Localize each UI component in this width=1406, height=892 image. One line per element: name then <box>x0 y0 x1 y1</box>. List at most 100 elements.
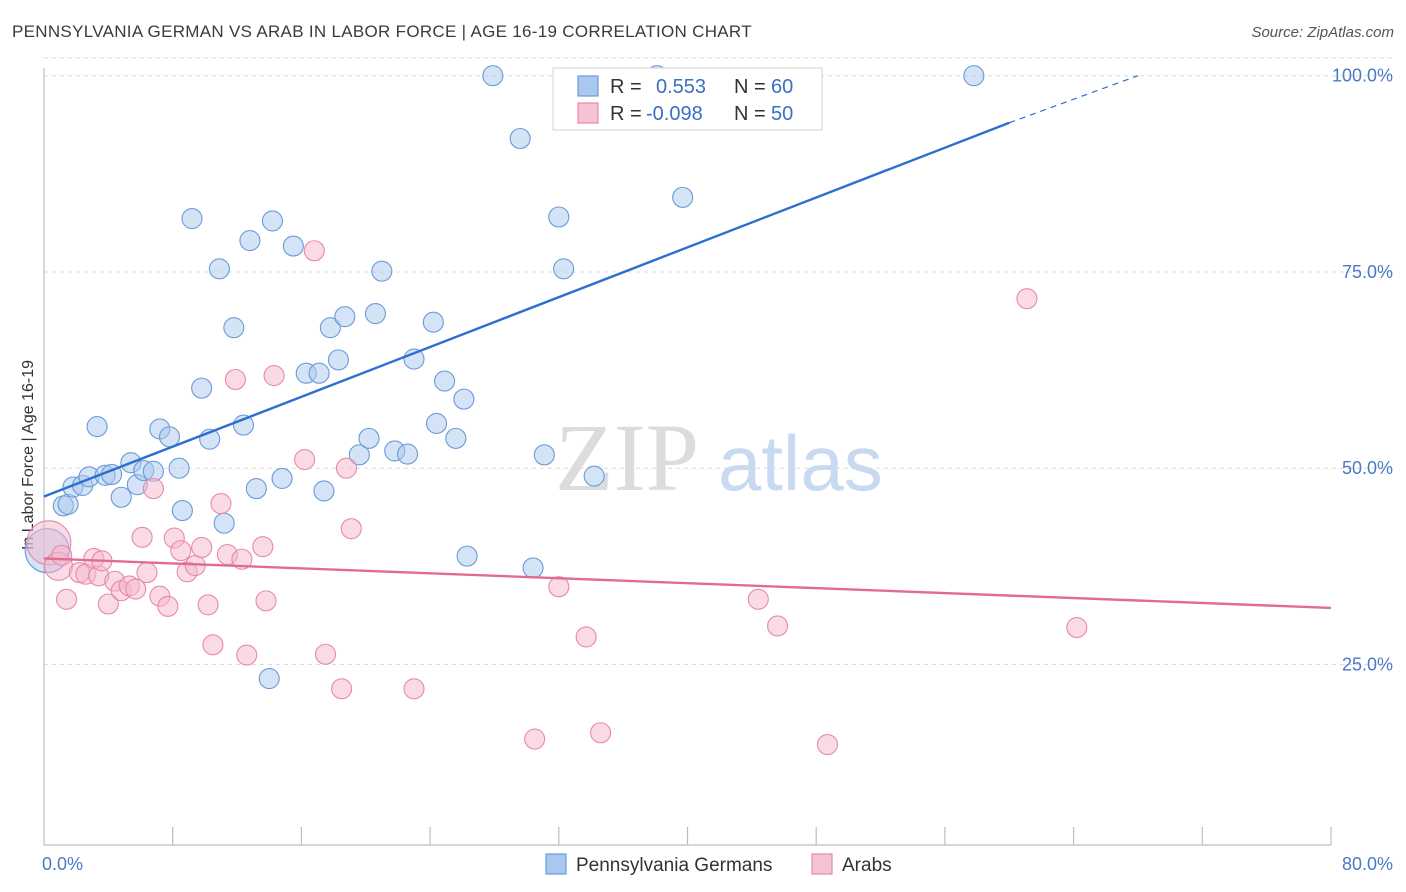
arab-point <box>170 540 192 562</box>
pennsylvania-german-point <box>171 500 193 522</box>
arab-point <box>142 478 164 500</box>
arab-point <box>51 544 73 566</box>
arab-point <box>136 562 158 584</box>
arab-point <box>252 536 274 558</box>
legend-n-value-pink: 50 <box>771 103 793 125</box>
arab-point <box>331 678 353 700</box>
pennsylvania-german-point <box>453 388 475 410</box>
y-tick-label-75: 75.0% <box>1342 262 1393 282</box>
pennsylvania-german-point <box>191 377 213 399</box>
pennsylvania-german-point <box>522 557 544 579</box>
arab-point <box>303 240 325 262</box>
gridlines <box>44 57 1392 665</box>
arab-point <box>294 449 316 471</box>
arab-point <box>747 588 769 610</box>
legend-n-value-blue: 60 <box>771 76 793 98</box>
pennsylvania-german-point <box>110 486 132 508</box>
series-legend-swatch-pink <box>811 853 833 875</box>
series-legend-swatch-blue <box>545 853 567 875</box>
pennsylvania-german-point <box>672 186 694 208</box>
pennsylvania-german-point <box>239 230 261 252</box>
pennsylvania-german-point <box>482 65 504 87</box>
pennsylvania-german-point <box>533 444 555 466</box>
trend-line-pennsylvania-germans-extension <box>1009 75 1139 124</box>
legend-n-label-pink: N = <box>734 103 766 125</box>
pennsylvania-german-point <box>425 412 448 435</box>
pennsylvania-german-point <box>364 303 386 325</box>
pennsylvania-german-point <box>456 545 478 567</box>
arab-point <box>255 590 277 612</box>
legend-r-value-blue: 0.553 <box>656 76 706 98</box>
correlation-legend: R = 0.553 N = 60 R = -0.098 N = 50 <box>552 67 823 131</box>
pennsylvania-german-point <box>86 416 108 438</box>
series-legend: Pennsylvania Germans Arabs <box>545 853 892 876</box>
pennsylvania-german-point <box>261 210 283 232</box>
y-tick-label-100: 100.0% <box>1332 66 1393 86</box>
legend-swatch-blue <box>577 75 599 97</box>
pennsylvania-german-point <box>327 349 349 371</box>
trend-line-arabs <box>43 557 1332 610</box>
chart-title: PENNSYLVANIA GERMAN VS ARAB IN LABOR FOR… <box>12 22 752 41</box>
arab-point <box>340 518 362 540</box>
y-tick-label-25: 25.0% <box>1342 654 1393 674</box>
arab-point <box>202 634 224 656</box>
arab-point <box>590 722 612 744</box>
arab-point <box>197 594 219 616</box>
pennsylvania-german-point <box>181 208 203 230</box>
arab-point <box>1016 288 1038 310</box>
pennsylvania-german-point <box>358 427 380 449</box>
pennsylvania-german-point <box>509 127 531 150</box>
arab-point <box>767 615 789 637</box>
pennsylvania-german-point <box>258 668 280 690</box>
x-tick-label-max: 80.0% <box>1342 854 1393 874</box>
y-tick-label-50: 50.0% <box>1342 458 1393 478</box>
arab-point <box>191 536 213 559</box>
arab-point <box>314 643 337 665</box>
pennsylvania-german-point <box>282 235 304 257</box>
pennsylvania-german-point <box>445 427 467 449</box>
pennsylvania-german-point <box>168 457 190 479</box>
legend-swatch-pink <box>577 102 599 124</box>
legend-n-label-blue: N = <box>734 76 766 98</box>
trend-lines <box>43 75 1332 610</box>
watermark: ZIP atlas <box>555 404 883 511</box>
arab-point <box>236 644 258 666</box>
arab-point <box>125 578 147 600</box>
pennsylvania-german-point <box>208 258 230 280</box>
pennsylvania-german-point <box>553 258 575 280</box>
trend-line-pennsylvania-germans <box>43 121 1010 498</box>
arab-point <box>231 548 253 570</box>
pennsylvania-german-point <box>548 206 570 228</box>
pennsylvania-german-point <box>271 467 293 489</box>
arab-point <box>1066 617 1088 639</box>
x-axis-ticks <box>172 827 1332 845</box>
pennsylvania-german-point <box>334 306 356 328</box>
series-legend-label-blue: Pennsylvania Germans <box>576 855 772 876</box>
pennsylvania-german-point <box>223 317 245 339</box>
pennsylvania-german-point <box>308 362 330 384</box>
series-legend-label-pink: Arabs <box>842 855 892 876</box>
pennsylvania-german-point <box>319 317 341 339</box>
pennsylvania-german-point <box>158 426 181 448</box>
pennsylvania-german-point <box>397 443 419 465</box>
legend-r-value-pink: -0.098 <box>646 103 703 125</box>
arab-point <box>55 588 78 610</box>
pennsylvania-german-point <box>371 260 393 282</box>
pennsylvania-german-point <box>313 480 335 502</box>
pennsylvania-german-point <box>422 311 444 333</box>
pennsylvania-german-point <box>963 65 985 87</box>
arab-point <box>335 457 357 479</box>
arab-point <box>548 576 570 598</box>
arab-point <box>263 365 285 387</box>
arab-point <box>524 728 546 750</box>
pennsylvania-german-point <box>348 444 370 466</box>
pennsylvania-german-point <box>583 465 605 487</box>
arab-point <box>575 626 597 648</box>
legend-r-label-pink: R = <box>610 103 642 125</box>
watermark-zip: ZIP <box>555 404 699 511</box>
arab-point <box>210 492 232 515</box>
arab-point <box>131 526 153 548</box>
arab-point <box>157 595 179 617</box>
x-tick-label-min: 0.0% <box>42 854 83 874</box>
